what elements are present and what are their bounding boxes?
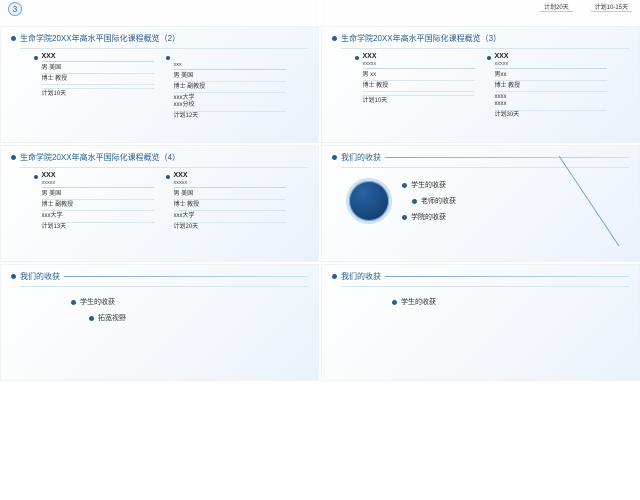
plan-label: 计划10-15天	[591, 2, 632, 12]
info-row: 计划13天	[42, 224, 154, 232]
info-row: xxx大学	[174, 212, 286, 220]
harvest-items: 学生的收获 老师的收获 学院的收获	[402, 180, 456, 222]
item-label: 拓宽视野	[98, 313, 126, 323]
info-columns: XXX xxxxx 男 美国 博士 副教授 xxx大学 计划13天 XXX xx…	[11, 172, 308, 232]
harvest-item: 学生的收获	[402, 180, 456, 190]
column-bullet-icon	[487, 56, 491, 60]
slide-title: 生命学院20XX年高水平国际化课程概览（3）	[341, 33, 501, 44]
title-bullet-icon	[11, 274, 16, 279]
info-row: 计划30天	[495, 112, 607, 120]
column-header: XXX	[174, 172, 286, 179]
info-row: 博士 教授	[495, 82, 607, 90]
harvest-item: 学生的收获	[71, 297, 126, 307]
info-row: 计划10天	[42, 90, 154, 98]
column-bullet-icon	[34, 56, 38, 60]
column-subheader: xxxxx	[42, 180, 154, 186]
info-row: 男 美国	[42, 190, 154, 198]
info-columns: XXX 男 美国 博士 教授 计划10天 xxx 男 美国 博士 副教授 xxx…	[11, 53, 308, 121]
info-row: 博士 教授	[174, 201, 286, 209]
info-row: 男xx	[495, 71, 607, 79]
item-label: 学院的收获	[411, 212, 446, 222]
title-bullet-icon	[332, 274, 337, 279]
column-header: XXX	[42, 172, 154, 179]
harvest-circle-icon	[346, 178, 392, 224]
slide-harvest-a: 我们的收获 学生的收获 拓宽视野	[0, 264, 319, 381]
slide-harvest-main: 我们的收获 学生的收获 老师的收获 学院的收获	[321, 145, 640, 262]
slide-overview-2: 生命学院20XX年高水平国际化课程概览（2） XXX 男 美国 博士 教授 计划…	[0, 26, 319, 143]
item-bullet-icon	[89, 316, 94, 321]
info-row: 计划10天	[363, 97, 475, 105]
info-row: xxx大学 xxx分校	[174, 94, 286, 109]
info-row: 博士 副教授	[174, 83, 286, 91]
title-bullet-icon	[332, 36, 337, 41]
info-column: xxx 男 美国 博士 副教授 xxx大学 xxx分校 计划12天	[166, 53, 286, 121]
title-bullet-icon	[11, 36, 16, 41]
info-column: XXX 男 美国 博士 教授 计划10天	[34, 53, 154, 121]
slide-harvest-b: 我们的收获 学生的收获	[321, 264, 640, 381]
slide-number-badge: 3	[8, 2, 22, 16]
slide-title: 生命学院20XX年高水平国际化课程概览（2）	[20, 33, 180, 44]
info-row	[363, 93, 475, 94]
slide-title: 我们的收获	[341, 271, 381, 282]
column-subheader: xxxxx	[363, 61, 475, 67]
info-row: 计划12天	[174, 113, 286, 121]
info-row: 博士 副教授	[42, 201, 154, 209]
slide-overview-4: 生命学院20XX年高水平国际化课程概览（4） XXX xxxxx 男 美国 博士…	[0, 145, 319, 262]
item-label: 学生的收获	[411, 180, 446, 190]
item-bullet-icon	[71, 300, 76, 305]
info-row: xxxx xxxx	[495, 93, 607, 108]
item-bullet-icon	[392, 300, 397, 305]
title-bullet-icon	[332, 155, 337, 160]
column-header	[174, 53, 286, 61]
top-strip-right: 计划20天 计划10-15天	[321, 0, 640, 24]
column-subheader: xxx	[174, 62, 286, 68]
column-header: XXX	[495, 53, 607, 60]
slide-overview-3: 生命学院20XX年高水平国际化课程概览（3） XXX xxxxx 男 xx 博士…	[321, 26, 640, 143]
column-header: XXX	[42, 53, 154, 60]
info-row	[42, 86, 154, 87]
column-bullet-icon	[166, 175, 170, 179]
column-bullet-icon	[166, 56, 170, 60]
item-label: 学生的收获	[401, 297, 436, 307]
info-row: 博士 教授	[363, 82, 475, 90]
info-row: xxx大学	[42, 212, 154, 220]
item-bullet-icon	[402, 183, 407, 188]
info-column: XXX xxxxx 男xx 博士 教授 xxxx xxxx 计划30天	[487, 53, 607, 120]
harvest-item: 学生的收获	[392, 297, 436, 307]
info-column: XXX xxxxx 男 xx 博士 教授 计划10天	[355, 53, 475, 120]
item-bullet-icon	[402, 215, 407, 220]
item-label: 老师的收获	[421, 196, 456, 206]
column-bullet-icon	[355, 56, 359, 60]
info-columns: XXX xxxxx 男 xx 博士 教授 计划10天 XXX xxxxx 男xx…	[332, 53, 629, 120]
plan-label: 计划20天	[540, 2, 573, 12]
item-bullet-icon	[412, 199, 417, 204]
item-label: 学生的收获	[80, 297, 115, 307]
info-row: 男 xx	[363, 71, 475, 79]
info-column: XXX xxxxx 男 美国 博士 副教授 xxx大学 计划13天	[34, 172, 154, 232]
column-header: XXX	[363, 53, 475, 60]
slide-title: 生命学院20XX年高水平国际化课程概览（4）	[20, 152, 180, 163]
info-column: XXX xxxxx 男 美国 博士 教授 xxx大学 计划20天	[166, 172, 286, 232]
harvest-item: 拓宽视野	[89, 313, 126, 323]
info-row: 计划20天	[174, 224, 286, 232]
slide-title: 我们的收获	[20, 271, 60, 282]
column-subheader: xxxxx	[495, 61, 607, 67]
column-subheader: xxxxx	[174, 180, 286, 186]
info-row: 男 美国	[42, 64, 154, 72]
column-bullet-icon	[34, 175, 38, 179]
top-strip-left: 3	[0, 0, 319, 24]
harvest-item: 老师的收获	[412, 196, 456, 206]
harvest-item: 学院的收获	[402, 212, 456, 222]
info-row: 男 美国	[174, 72, 286, 80]
info-row: 博士 教授	[42, 75, 154, 83]
slide-title: 我们的收获	[341, 152, 381, 163]
harvest-items: 学生的收获	[392, 297, 436, 307]
info-row: 男 美国	[174, 190, 286, 198]
title-bullet-icon	[11, 155, 16, 160]
harvest-items: 学生的收获 拓宽视野	[71, 297, 126, 323]
